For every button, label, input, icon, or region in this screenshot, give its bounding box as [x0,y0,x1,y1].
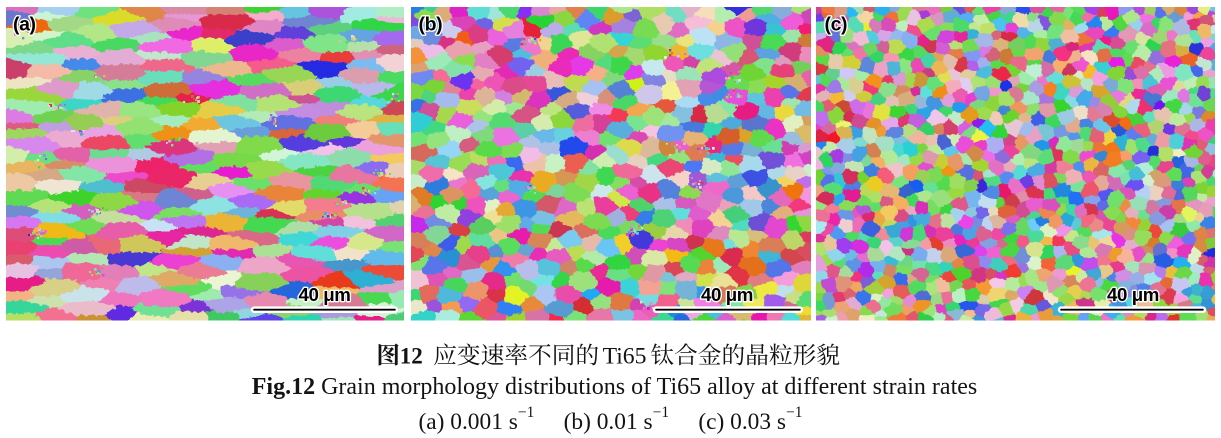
svg-text:12: 12 [400,343,423,368]
svg-text:Ti65: Ti65 [603,343,647,369]
svg-text:40 μm: 40 μm [701,284,753,305]
svg-text:40 μm: 40 μm [298,284,350,305]
svg-text:(b): (b) [419,14,443,36]
svg-text:(a): (a) [13,14,36,36]
svg-text:40 μm: 40 μm [1107,284,1159,305]
svg-text:(c): (c) [825,14,848,36]
